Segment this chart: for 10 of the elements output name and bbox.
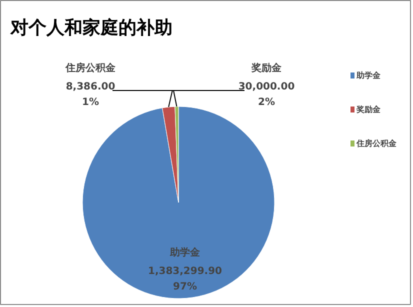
slice-label: 住房公积金 <box>64 62 116 74</box>
data-label: 30,000.00 2% <box>238 82 295 108</box>
chart-title: 对个人和家庭的补助 <box>10 18 172 38</box>
slice-label: 助学金 <box>169 246 202 259</box>
legend-label: 助学金 <box>356 71 382 80</box>
data-label: 1,383,299.90 97% <box>148 266 222 293</box>
data-label: 8,386.00 1% <box>66 82 116 108</box>
legend-label: 住房公积金 <box>356 138 398 148</box>
legend-label: 奖励金 <box>356 105 382 114</box>
slice-label: 奖励金 <box>250 62 282 74</box>
